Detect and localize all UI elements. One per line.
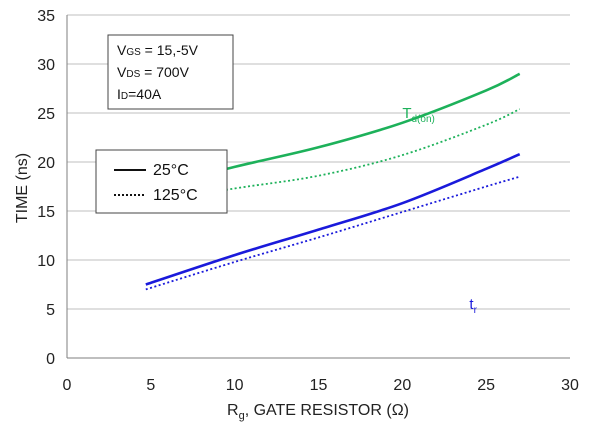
annotation-tr: tr xyxy=(469,296,477,316)
y-tick-label: 30 xyxy=(37,57,55,74)
y-tick-label: 35 xyxy=(37,8,55,25)
x-tick-labels: 0 5 10 15 20 25 30 xyxy=(63,377,579,394)
x-tick-label: 30 xyxy=(561,377,579,394)
x-tick-label: 25 xyxy=(477,377,495,394)
x-tick-label: 15 xyxy=(310,377,328,394)
y-tick-labels: 0 5 10 15 20 25 30 35 xyxy=(37,8,55,368)
axes xyxy=(66,15,570,359)
annotation-td-on: Td(on) xyxy=(402,105,435,125)
legend-label-125c: 125°C xyxy=(153,187,198,204)
conditions-box: VGS = 15,-5V VDS = 700V ID=40A xyxy=(107,34,234,110)
y-axis-title: TIME (ns) xyxy=(14,153,31,223)
x-tick-label: 20 xyxy=(393,377,411,394)
legend: 25°C 125°C xyxy=(95,149,228,214)
condition-id: ID=40A xyxy=(117,86,162,102)
condition-vds: VDS = 700V xyxy=(117,64,190,80)
series-line-tr-25c xyxy=(145,152,521,286)
condition-vgs: VGS = 15,-5V xyxy=(117,42,199,58)
x-axis-title: Rg, GATE RESISTOR (Ω) xyxy=(227,402,409,422)
y-tick-label: 10 xyxy=(37,253,55,270)
series-line-tr-125c xyxy=(145,175,520,291)
y-tick-label: 15 xyxy=(37,204,55,221)
y-tick-label: 25 xyxy=(37,106,55,123)
y-tick-label: 0 xyxy=(46,351,55,368)
y-tick-label: 5 xyxy=(46,302,55,319)
x-tick-label: 0 xyxy=(63,377,72,394)
x-tick-label: 10 xyxy=(226,377,244,394)
legend-label-25c: 25°C xyxy=(153,162,189,179)
y-tick-label: 20 xyxy=(37,155,55,172)
x-tick-label: 5 xyxy=(146,377,155,394)
